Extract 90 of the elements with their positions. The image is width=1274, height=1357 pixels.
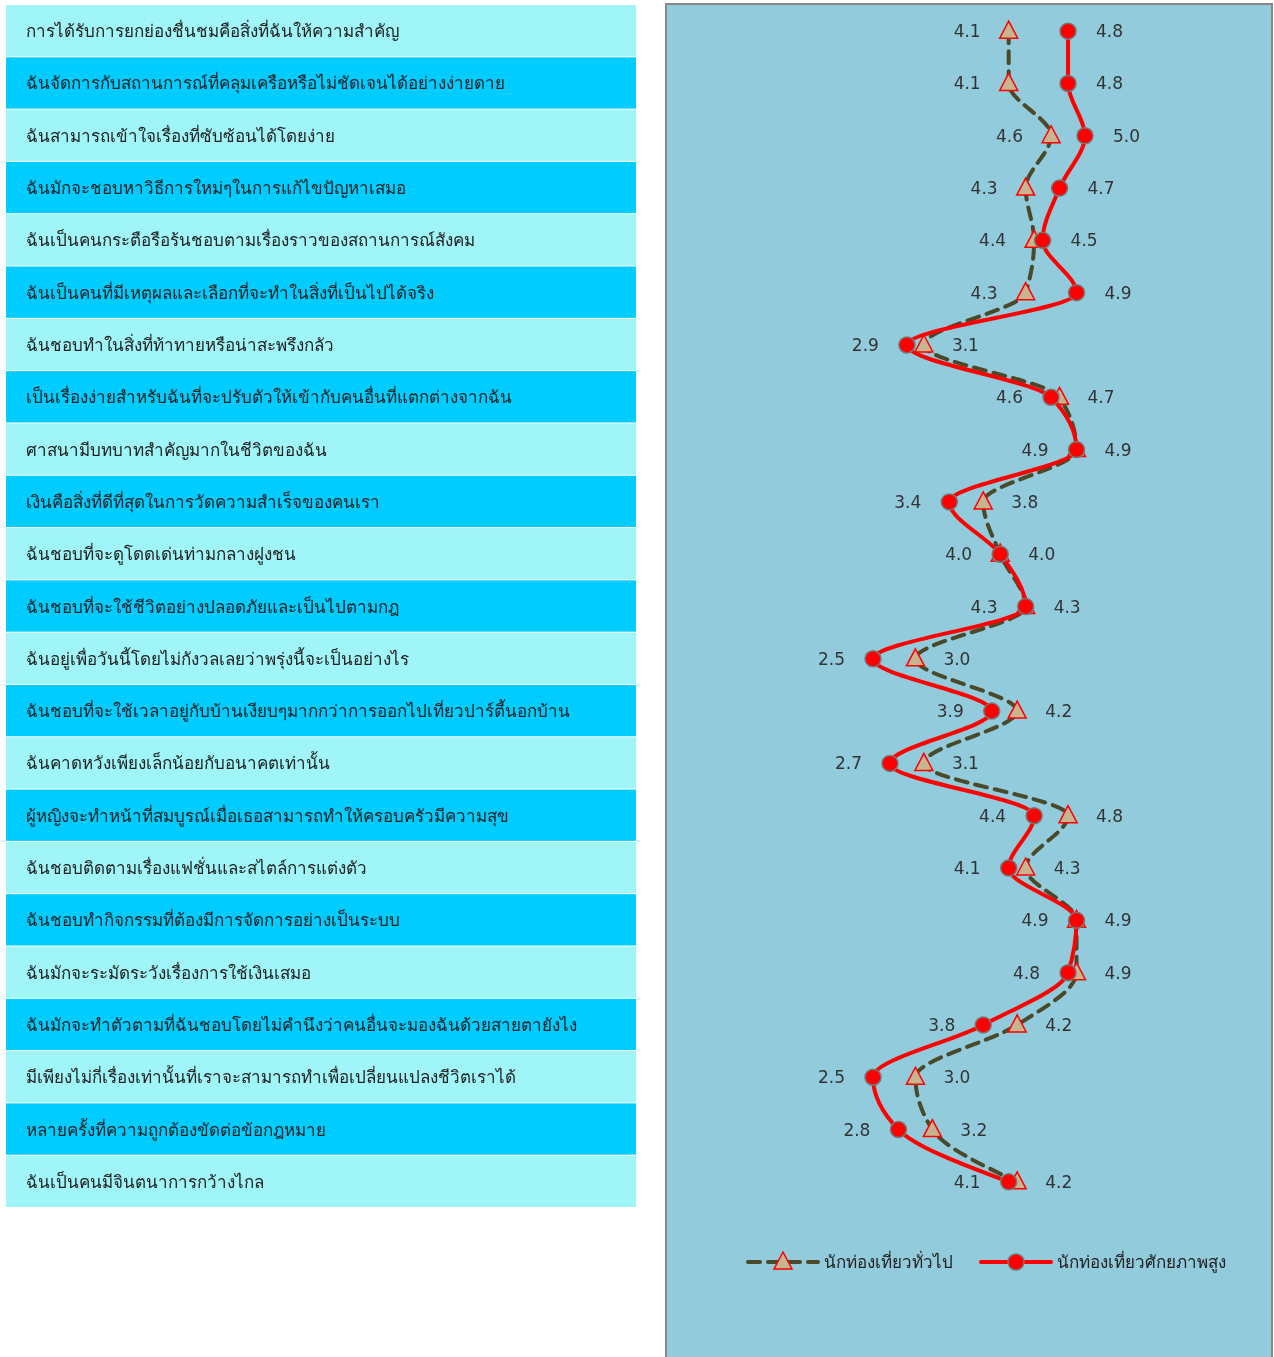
point bbox=[940, 493, 959, 511]
data-label: 4.4 bbox=[979, 805, 1007, 826]
y-tick-label: เป็นเรื่องง่ายสำหรับฉันที่จะปรับตัวให้เข้ากับคนอื่นที่แตกต่างจากฉัน bbox=[26, 385, 512, 408]
data-label: 3.1 bbox=[951, 753, 979, 774]
data-label: 3.2 bbox=[960, 1119, 988, 1140]
data-label: 4.1 bbox=[953, 1171, 981, 1192]
y-tick-label: การได้รับการยกย่องชื่นชมคือสิ่งที่ฉันให้ความสำคัญ bbox=[26, 19, 399, 42]
data-label: 2.8 bbox=[843, 1119, 871, 1140]
y-tick-label: ฉันเป็นคนกระตือรือร้นชอบตามเรื่องราวของสถานการณ์สังคม bbox=[26, 228, 475, 251]
point bbox=[889, 1120, 908, 1139]
y-tick-label: ศาสนามีบทบาทสำคัญมากในชีวิตของฉัน bbox=[26, 439, 327, 460]
y-tick-label: ฉันมักจะระมัดระวังเรื่องการใช้เงินเสมอ bbox=[26, 960, 311, 983]
y-tick-label: ฉันชอบที่จะใช้ชีวิตอย่างปลอดภัยและเป็นไปตามกฎ bbox=[26, 594, 399, 617]
data-label: 3.0 bbox=[943, 1067, 971, 1088]
y-tick-label: ฉันจัดการกับสถานการณ์ที่คลุมเครือหรือไม่ชัดเจนได้อย่างง่ายดาย bbox=[26, 71, 505, 95]
point bbox=[1059, 74, 1077, 93]
data-label: 2.7 bbox=[834, 753, 862, 774]
data-label: 4.8 bbox=[1096, 21, 1124, 42]
point bbox=[1050, 179, 1069, 197]
y-tick-label: เงินคือสิ่งที่ดีที่สุดในการวัดความสำเร็จของคนเรา bbox=[26, 489, 380, 513]
data-label: 4.9 bbox=[1104, 962, 1132, 983]
data-label: 2.9 bbox=[851, 334, 879, 355]
data-label: 4.8 bbox=[1012, 962, 1041, 983]
point bbox=[1033, 231, 1052, 250]
point bbox=[974, 1016, 992, 1034]
point bbox=[982, 702, 1001, 720]
data-label: 4.2 bbox=[1045, 701, 1073, 722]
y-tick-label: ฉันชอบที่จะดูโดดเด่นท่ามกลางฝูงชน bbox=[26, 542, 296, 566]
data-label: 4.3 bbox=[1053, 858, 1081, 879]
data-label: 2.5 bbox=[817, 648, 845, 669]
data-label: 4.6 bbox=[996, 387, 1024, 408]
y-tick-label: ฉันมักจะทำตัวตามที่ฉันชอบโดยไม่คำนึงว่าคนอื่นจะมองฉันด้วยสายตายังไง bbox=[26, 1012, 577, 1035]
y-tick-label: หลายครั้งที่ความถูกต้องขัดต่อข้อกฎหมาย bbox=[26, 1117, 326, 1141]
data-label: 5.0 bbox=[1113, 125, 1141, 146]
point bbox=[1059, 22, 1077, 40]
data-label: 4.0 bbox=[945, 544, 973, 565]
data-label: 4.5 bbox=[1070, 230, 1098, 251]
y-tick-label: ฉันเป็นคนมีจินตนาการกว้างไกล bbox=[26, 1170, 264, 1192]
data-label: 4.4 bbox=[979, 230, 1007, 251]
data-label: 4.3 bbox=[970, 282, 998, 303]
y-tick-label: ฉันชอบทำกิจกรรมที่ต้องมีการจัดการอย่างเป็นระบบ bbox=[26, 908, 400, 931]
data-label: 4.9 bbox=[1104, 439, 1132, 460]
data-label: 4.1 bbox=[953, 73, 981, 94]
data-label: 4.8 bbox=[1096, 73, 1124, 94]
point bbox=[1025, 806, 1043, 825]
point bbox=[1059, 963, 1077, 982]
legend-label: นักท่องเที่ยวศักยภาพสูง bbox=[1057, 1250, 1226, 1273]
data-label: 4.9 bbox=[1104, 910, 1132, 931]
data-label: 3.1 bbox=[951, 334, 979, 355]
data-label: 4.2 bbox=[1045, 1171, 1073, 1192]
data-label: 4.7 bbox=[1087, 178, 1115, 199]
data-label: 4.6 bbox=[996, 125, 1024, 146]
point bbox=[881, 754, 899, 773]
data-label: 4.0 bbox=[1028, 544, 1056, 565]
y-tick-label: ฉันอยู่เพื่อวันนี้โดยไม่กังวลเลยว่าพรุ่งนี้จะเป็นอย่างไร bbox=[26, 646, 409, 670]
data-label: 4.1 bbox=[953, 858, 981, 879]
data-label: 3.8 bbox=[928, 1014, 956, 1035]
data-label: 4.9 bbox=[1021, 910, 1049, 931]
data-label: 2.5 bbox=[817, 1067, 845, 1088]
data-label: 3.9 bbox=[936, 701, 964, 722]
y-tick-label: ฉันชอบทำในสิ่งที่ท้าทายหรือน่าสะพรึงกลัว bbox=[26, 332, 334, 355]
y-tick-label: ฉันชอบที่จะใช้เวลาอยู่กับบ้านเงียบๆมากกว่าการออกไปเที่ยวปาร์ตี้นอกบ้าน bbox=[26, 699, 570, 723]
legend-label: นักท่องเที่ยวทั่วไป bbox=[824, 1250, 953, 1272]
data-label: 4.9 bbox=[1104, 282, 1132, 303]
data-label: 4.3 bbox=[970, 596, 998, 617]
data-label: 4.7 bbox=[1087, 387, 1115, 408]
data-label: 3.0 bbox=[943, 648, 971, 669]
data-label: 4.3 bbox=[1053, 596, 1081, 617]
point bbox=[864, 650, 882, 668]
data-label: 4.8 bbox=[1096, 805, 1124, 826]
y-tick-label: ฉันมักจะชอบหาวิธีการใหม่ๆในการแก้ไขปัญหาเสมอ bbox=[26, 178, 406, 199]
data-label: 3.8 bbox=[1011, 491, 1039, 512]
point bbox=[898, 336, 916, 354]
y-tick-label: ฉันชอบติดตามเรื่องแฟชั่นและสไตล์การแต่งตัว bbox=[26, 856, 367, 879]
point bbox=[999, 859, 1018, 877]
y-tick-label: ฉันคาดหวังเพียงเล็กน้อยกับอนาคตเท่านั้น bbox=[26, 751, 330, 774]
y-tick-label: ผู้หญิงจะทำหน้าที่สมบูรณ์เมื่อเธอสามารถทำให้ครอบครัวมีความสุข bbox=[26, 803, 509, 827]
point bbox=[864, 1068, 882, 1086]
y-tick-label: ฉันเป็นคนที่มีเหตุผลและเลือกที่จะทำในสิ่งที่เป็นไปได้จริง bbox=[26, 280, 434, 304]
y-tick-label: ฉันสามารถเข้าใจเรื่องที่ซับซ้อนได้โดยง่าย bbox=[26, 123, 335, 146]
y-tick-label: มีเพียงไม่กี่เรื่องเท่านั้นที่เราจะสามารถทำเพื่อเปลี่ยนแปลงชีวิตเราได้ bbox=[26, 1065, 516, 1088]
point bbox=[1076, 127, 1094, 145]
data-label: 4.9 bbox=[1021, 439, 1049, 460]
data-label: 4.2 bbox=[1045, 1014, 1073, 1035]
point bbox=[1067, 283, 1086, 302]
data-label: 4.3 bbox=[970, 178, 998, 199]
data-label: 4.1 bbox=[953, 21, 981, 42]
data-label: 3.4 bbox=[894, 491, 922, 512]
point bbox=[999, 1173, 1018, 1191]
point bbox=[1042, 388, 1060, 407]
